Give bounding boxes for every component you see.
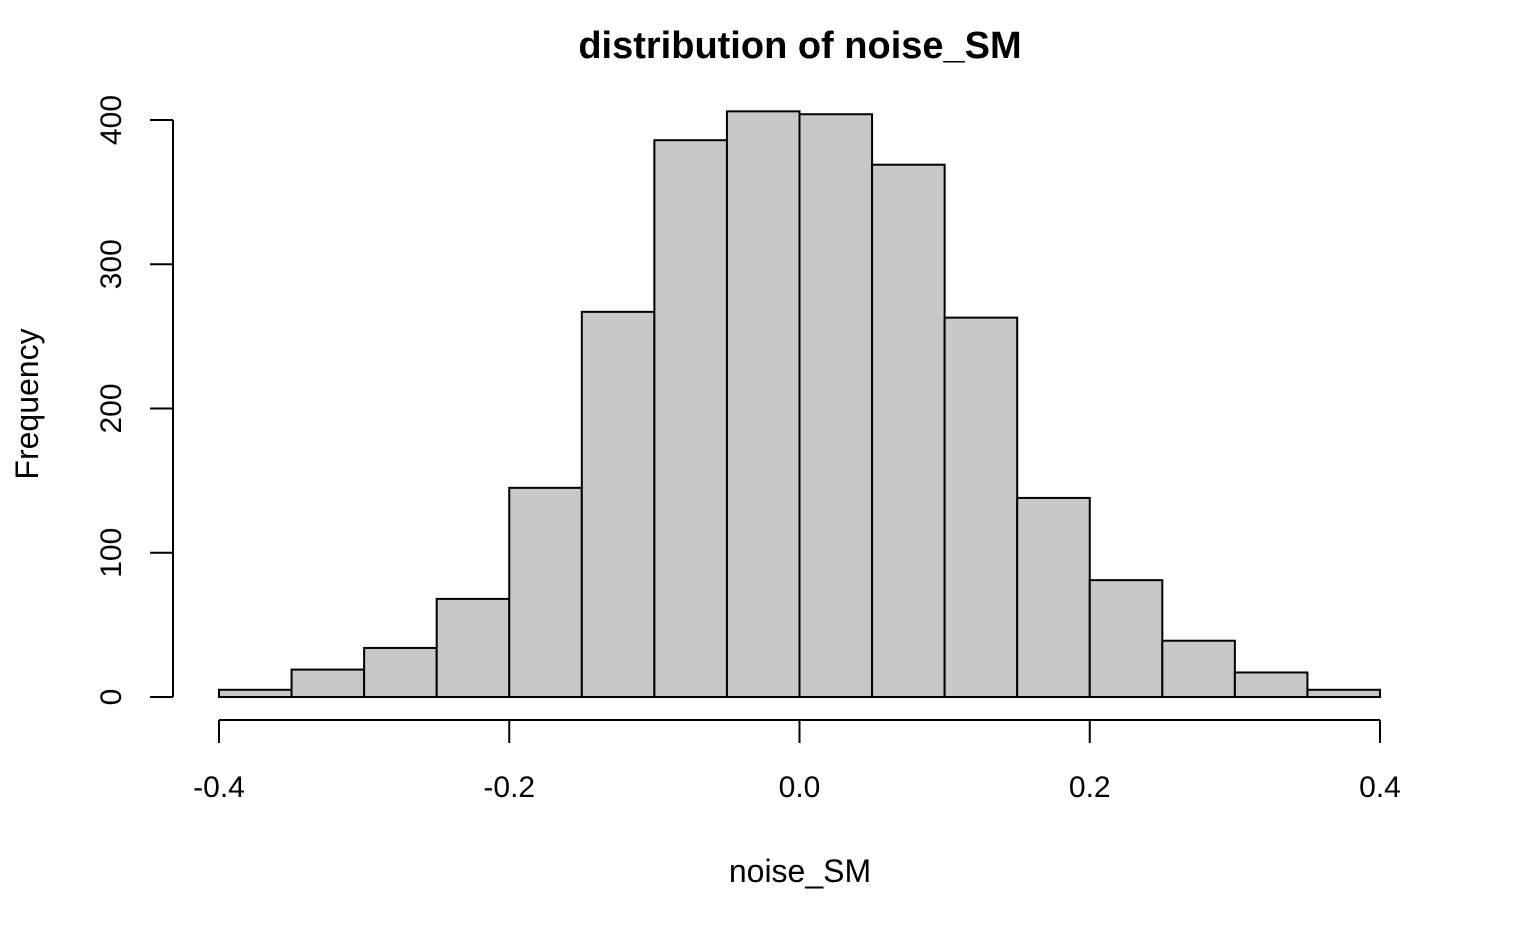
histogram-bar <box>1233 671 1309 698</box>
y-axis-label: Frequency <box>9 328 45 479</box>
histogram-bar <box>1088 579 1164 698</box>
histogram-bar <box>653 139 728 698</box>
y-tick-label: 300 <box>95 239 128 289</box>
x-tick-label: -0.2 <box>483 771 535 804</box>
y-tick-label: 400 <box>95 95 128 145</box>
histogram-bar <box>798 113 874 699</box>
chart-title: distribution of noise_SM <box>578 25 1021 67</box>
histogram-bar <box>725 110 801 699</box>
x-tick-label: -0.4 <box>193 771 245 804</box>
histogram-bar <box>435 597 511 698</box>
histogram-bars <box>218 110 1381 699</box>
histogram-bar <box>218 688 293 698</box>
histogram-bar <box>580 310 656 698</box>
x-axis-label: noise_SM <box>729 853 871 889</box>
y-tick-label: 100 <box>95 528 128 578</box>
y-axis: 0 100 200 300 400 <box>95 95 174 706</box>
histogram-bar <box>290 668 366 699</box>
histogram-bar <box>508 486 583 698</box>
histogram-bar <box>943 316 1019 698</box>
histogram-bar <box>363 646 438 699</box>
x-tick-label: 0.0 <box>779 771 821 804</box>
histogram-bar <box>1306 688 1381 698</box>
histogram-bar <box>1161 639 1236 698</box>
histogram-bar <box>1016 496 1091 698</box>
histogram-bar <box>871 163 946 698</box>
x-tick-label: 0.4 <box>1359 771 1401 804</box>
y-tick-label: 200 <box>95 383 128 433</box>
x-tick-label: 0.2 <box>1069 771 1111 804</box>
x-axis: -0.4 -0.2 0.0 0.2 0.4 <box>193 719 1401 804</box>
y-tick-label: 0 <box>95 689 128 706</box>
